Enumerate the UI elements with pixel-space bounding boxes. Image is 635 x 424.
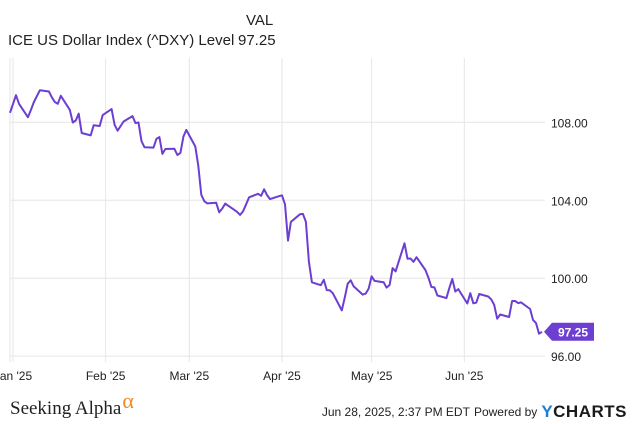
dxy-series-line xyxy=(9,89,543,335)
ycharts-logo-text: CHARTS xyxy=(553,402,627,421)
x-tick-label: Feb '25 xyxy=(86,369,126,383)
ycharts-logo: YCHARTS xyxy=(541,402,627,422)
y-tick-label: 108.00 xyxy=(551,116,588,130)
x-tick-label: Mar '25 xyxy=(170,369,210,383)
timestamp: Jun 28, 2025, 2:37 PM EDT xyxy=(321,405,470,419)
legend-series-value: 97.25 xyxy=(238,32,276,49)
x-tick-label: May '25 xyxy=(351,369,393,383)
alpha-symbol: α xyxy=(122,388,134,413)
line-chart: 96.00 100.00 104.00 108.00 Jan '25 Feb '25 Mar… xyxy=(0,58,595,383)
powered-by-label: Powered by xyxy=(473,405,538,419)
last-value-badge xyxy=(544,322,595,341)
last-value-label: 97.25 xyxy=(558,325,588,339)
y-tick-label: 104.00 xyxy=(551,194,588,208)
chart-legend: VAL ICE US Dollar Index (^DXY) Level 97.… xyxy=(8,12,308,52)
y-tick-label: 96.00 xyxy=(551,350,581,364)
legend-series-name: ICE US Dollar Index (^DXY) Level xyxy=(8,32,235,49)
seeking-alpha-logo: Seeking Alphaα xyxy=(10,388,134,420)
legend-header: VAL xyxy=(246,12,274,29)
chart-credit: Jun 28, 2025, 2:37 PM EDT Powered by YCH… xyxy=(322,402,627,422)
y-tick-label: 100.00 xyxy=(551,272,588,286)
x-tick-label: Jun '25 xyxy=(445,369,484,383)
seeking-alpha-wordmark: Seeking Alpha xyxy=(10,398,122,419)
x-tick-label: Jan '25 xyxy=(0,369,32,383)
x-tick-label: Apr '25 xyxy=(263,369,301,383)
footer: Seeking Alphaα Jun 28, 2025, 2:37 PM EDT… xyxy=(0,388,635,424)
ycharts-logo-prefix: Y xyxy=(541,402,554,421)
